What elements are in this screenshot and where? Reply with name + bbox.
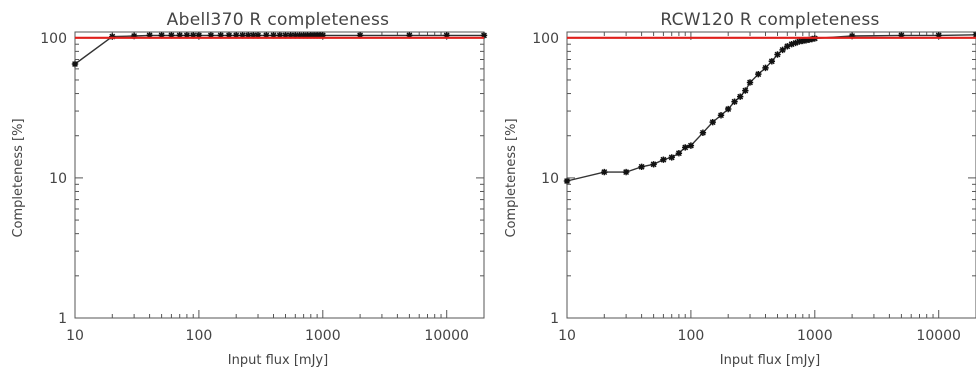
data-point bbox=[792, 39, 799, 47]
data-point bbox=[263, 32, 270, 39]
data-point bbox=[130, 32, 138, 40]
data-point bbox=[788, 41, 795, 48]
data-point bbox=[768, 58, 776, 65]
y-axis-label: Completeness [%] bbox=[504, 118, 519, 237]
data-point bbox=[746, 79, 754, 86]
data-point bbox=[158, 32, 165, 39]
data-point bbox=[296, 32, 303, 39]
data-point bbox=[563, 177, 571, 185]
y-tick-label: 100 bbox=[40, 31, 67, 47]
data-point bbox=[109, 33, 116, 40]
axes-frame bbox=[566, 31, 976, 319]
data-point bbox=[762, 64, 769, 72]
y-tick-label: 100 bbox=[532, 31, 559, 47]
data-point bbox=[682, 144, 689, 151]
x-tick-label: 1000 bbox=[305, 328, 341, 344]
data-point bbox=[356, 32, 364, 39]
data-point bbox=[207, 32, 215, 39]
data-point bbox=[270, 32, 277, 39]
data-point bbox=[480, 32, 488, 39]
abell370-completeness-panel: Abell370 R completeness 10 100 1000 1000011… bbox=[11, 10, 488, 368]
data-point bbox=[282, 32, 289, 39]
data-point bbox=[796, 38, 803, 45]
data-point bbox=[168, 32, 175, 39]
x-tick-label: 10 bbox=[66, 328, 84, 344]
data-point bbox=[622, 168, 630, 176]
data-point bbox=[232, 32, 240, 39]
y-tick-label: 1 bbox=[58, 311, 67, 327]
data-point bbox=[724, 105, 732, 113]
data-point bbox=[304, 32, 311, 39]
data-point bbox=[71, 60, 79, 68]
data-point bbox=[737, 93, 744, 100]
y-tick-label: 1 bbox=[550, 311, 559, 327]
data-line bbox=[74, 34, 484, 65]
x-tick-label: 1000 bbox=[797, 328, 833, 344]
data-point bbox=[601, 168, 608, 176]
data-point bbox=[898, 32, 905, 39]
x-tick-label: 10000 bbox=[916, 328, 961, 344]
data-point bbox=[755, 70, 762, 78]
data-line bbox=[566, 34, 976, 182]
data-point bbox=[660, 156, 667, 163]
data-point bbox=[699, 129, 707, 136]
data-point bbox=[146, 32, 153, 39]
data-point bbox=[774, 51, 781, 58]
x-tick-label: 100 bbox=[678, 328, 705, 344]
data-point bbox=[195, 32, 203, 39]
x-axis-label: Input flux [mJy] bbox=[720, 353, 820, 368]
axes-frame bbox=[74, 31, 485, 319]
data-point bbox=[638, 163, 645, 171]
data-point bbox=[779, 46, 786, 54]
data-point bbox=[176, 32, 183, 39]
chart-title: Abell370 R completeness bbox=[167, 10, 390, 30]
y-tick-label: 10 bbox=[49, 171, 67, 187]
data-point bbox=[217, 32, 224, 39]
data-point bbox=[717, 112, 725, 119]
data-point bbox=[225, 32, 233, 39]
data-point bbox=[935, 32, 942, 39]
x-tick-label: 10000 bbox=[424, 328, 469, 344]
data-point bbox=[668, 154, 675, 161]
data-point bbox=[731, 98, 738, 105]
data-point bbox=[799, 37, 806, 45]
data-point bbox=[443, 32, 450, 39]
data-point bbox=[245, 32, 252, 39]
data-point bbox=[742, 87, 749, 94]
data-point bbox=[292, 32, 299, 39]
data-point bbox=[250, 32, 257, 39]
data-point bbox=[848, 32, 856, 40]
data-point bbox=[319, 32, 327, 39]
data-point bbox=[709, 118, 716, 126]
chart-title: RCW120 R completeness bbox=[660, 10, 879, 30]
data-point bbox=[183, 32, 191, 39]
y-axis-label: Completeness [%] bbox=[11, 118, 26, 237]
data-point bbox=[650, 161, 657, 168]
data-point bbox=[239, 32, 246, 39]
x-tick-label: 100 bbox=[186, 328, 213, 344]
data-point bbox=[276, 32, 284, 39]
data-point bbox=[675, 150, 683, 157]
data-point bbox=[406, 32, 413, 39]
data-point bbox=[190, 32, 197, 39]
y-tick-label: 10 bbox=[541, 171, 559, 187]
rcw120-completeness-panel: RCW120 R completeness 10 100 1000 100001101… bbox=[504, 10, 976, 368]
data-point bbox=[254, 32, 262, 39]
data-point bbox=[300, 32, 307, 39]
data-point bbox=[287, 32, 294, 39]
data-point bbox=[687, 142, 695, 149]
data-point bbox=[784, 43, 791, 50]
data-point bbox=[307, 32, 314, 39]
x-axis-label: Input flux [mJy] bbox=[228, 353, 328, 368]
x-tick-label: 10 bbox=[558, 328, 576, 344]
